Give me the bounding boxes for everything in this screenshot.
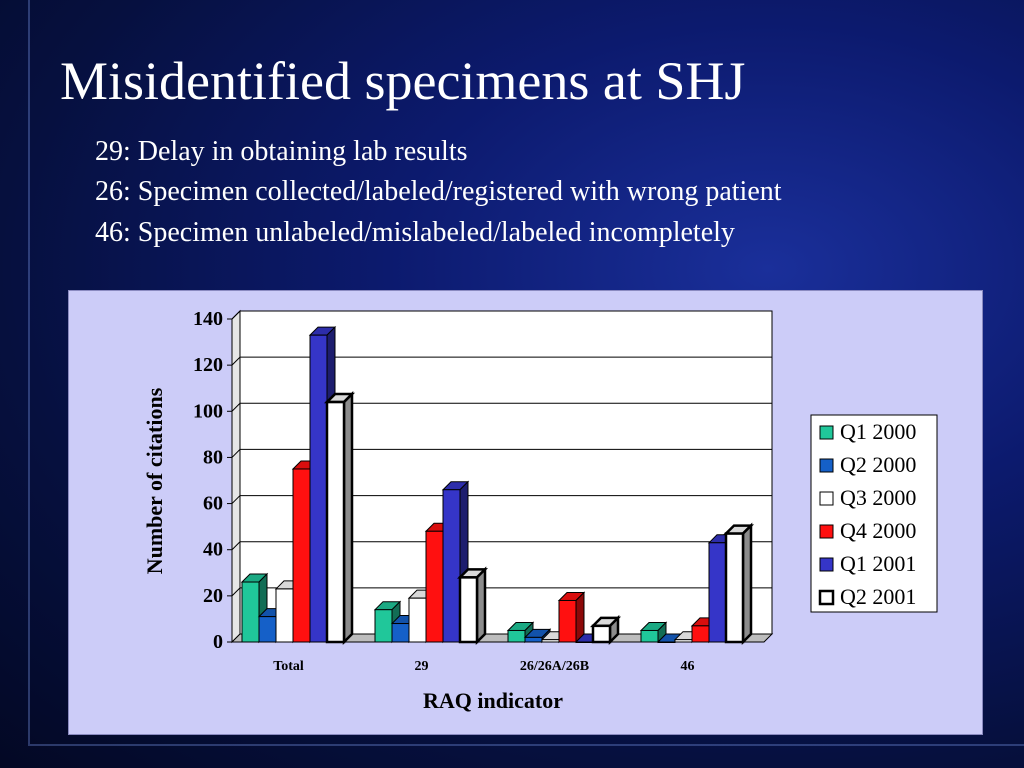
legend-label: Q1 2000 (840, 419, 916, 444)
bar-front (458, 576, 479, 644)
legend-swatch (819, 425, 834, 440)
gridline (231, 495, 772, 504)
gridline (231, 310, 772, 320)
bar-front (408, 597, 427, 643)
legend-label: Q2 2000 (840, 452, 916, 477)
legend-swatch (818, 589, 835, 606)
bar (557, 591, 586, 644)
legend-label: Q3 2000 (840, 485, 916, 510)
bar-front (374, 609, 393, 643)
y-tick-labels: 0 20 40 60 80 100 120 140 (193, 308, 223, 653)
legend-label: Q1 2001 (840, 551, 916, 576)
bar-front (708, 542, 727, 643)
bar (589, 614, 622, 646)
bar-front (575, 641, 594, 643)
subtitle-line-29: 29: Delay in obtaining lab results (95, 136, 468, 167)
legend-swatch (819, 557, 834, 572)
x-tick-label: Total (273, 659, 304, 674)
bar (323, 391, 356, 646)
bar-front (275, 588, 294, 643)
legend: Q1 2000 Q2 2000 Q3 2000 Q4 2000 Q1 2001 Q2 20… (810, 414, 938, 613)
bar-front (558, 599, 577, 643)
legend-swatch (819, 491, 834, 506)
legend-label: Q4 2000 (840, 518, 916, 543)
bar (722, 522, 755, 646)
bar-front (292, 468, 311, 643)
x-axis-title: RAQ indicator (423, 688, 563, 713)
bar-front (442, 489, 461, 643)
chart-panel: 0 20 40 60 80 100 120 140 Total 29 26/26A/26B 46 RAQ… (68, 290, 983, 735)
x-tick-label: 26/26A/26B (520, 659, 589, 674)
bar-front (507, 629, 526, 643)
y-gridlines (227, 310, 772, 643)
bar-front (724, 532, 745, 644)
y-axis-title: Number of citations (142, 387, 167, 574)
bar-front (591, 624, 612, 644)
subtitle-line-46: 46: Specimen unlabeled/mislabeled/labele… (95, 217, 735, 248)
bar-front (425, 530, 444, 643)
gridline (231, 541, 772, 551)
bar-front (640, 629, 659, 643)
y-tick-label: 80 (203, 446, 223, 468)
x-tick-label: 29 (415, 659, 429, 674)
gridline (231, 356, 772, 366)
x-tick-labels: Total 29 26/26A/26B 46 (273, 659, 694, 674)
gridline (231, 402, 772, 412)
bar-front (391, 623, 410, 643)
legend-swatch (819, 524, 834, 539)
bar-front (309, 334, 328, 643)
x-tick-label: 46 (681, 659, 695, 674)
bar-front (541, 639, 560, 643)
legend-swatch (819, 458, 834, 473)
y-tick-label: 140 (193, 308, 223, 330)
y-tick-label: 20 (203, 585, 223, 607)
bar-front (691, 625, 710, 643)
bar-front (524, 636, 543, 643)
bar-chart: 0 20 40 60 80 100 120 140 Total 29 26/26A/26B 46 RAQ… (142, 308, 938, 713)
slide-title: Misidentified specimens at SHJ (60, 51, 746, 111)
bar (639, 621, 668, 644)
y-tick-label: 60 (203, 493, 223, 515)
gridline (231, 587, 772, 597)
bars (240, 325, 755, 646)
bar-front (657, 641, 676, 643)
bar (523, 628, 552, 644)
y-tick-label: 120 (193, 354, 223, 376)
y-tick-label: 0 (213, 631, 223, 653)
legend-box (810, 414, 938, 613)
y-tick-label: 100 (193, 400, 223, 422)
bar-front (258, 616, 277, 643)
bar-front (241, 581, 260, 643)
bar-front (674, 639, 693, 643)
subtitle-line-26: 26: Specimen collected/labeled/registere… (95, 176, 782, 207)
bar (456, 566, 489, 646)
gridline (231, 448, 772, 458)
legend-label: Q2 2001 (840, 584, 916, 609)
bar-front (325, 400, 346, 644)
y-tick-label: 40 (203, 539, 223, 561)
